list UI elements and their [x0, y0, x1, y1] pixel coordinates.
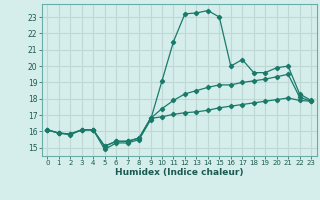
X-axis label: Humidex (Indice chaleur): Humidex (Indice chaleur) [115, 168, 244, 177]
